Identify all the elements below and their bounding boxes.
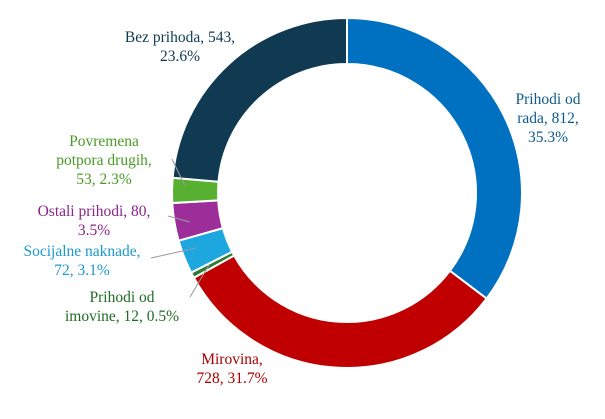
data-label-ostali-prihodi: Ostali prihodi, 80, 3.5%	[38, 203, 151, 239]
leader-line-prihodi-od-imovine	[189, 264, 210, 298]
data-label-line: imovine, 12, 0.5%	[65, 308, 179, 325]
data-label-line: Prihodi od	[89, 289, 154, 306]
leader-line-povremena-potpora-drugih	[171, 158, 186, 187]
data-label-line: Socijalne naknade,	[23, 243, 140, 260]
data-label-line: 23.6%	[160, 48, 200, 65]
data-label-mirovina: Mirovina, 728, 31.7%	[196, 351, 267, 387]
data-label-line: 53, 2.3%	[76, 171, 132, 188]
data-label-line: Povremena	[69, 133, 139, 150]
leader-line-ostali-prihodi	[167, 215, 191, 223]
data-label-line: 728, 31.7%	[196, 370, 267, 387]
data-label-line: 35.3%	[528, 129, 568, 146]
data-label-prihodi-od-rada: Prihodi od rada, 812, 35.3%	[515, 91, 580, 146]
data-label-line: potpora drugih,	[56, 152, 152, 169]
data-label-bez-prihoda: Bez prihoda, 543, 23.6%	[125, 29, 235, 65]
data-label-line: Prihodi od	[515, 91, 580, 108]
slice-bez-prihoda	[171, 16, 348, 183]
data-label-prihodi-od-imovine: Prihodi od imovine, 12, 0.5%	[65, 289, 179, 325]
data-label-povremena-potpora-drugih: Povremena potpora drugih, 53, 2.3%	[56, 133, 152, 188]
data-label-line: Ostali prihodi, 80,	[38, 203, 151, 220]
data-label-line: rada, 812,	[517, 110, 579, 127]
data-label-line: Bez prihoda, 543,	[125, 29, 235, 46]
data-label-line: 3.5%	[78, 222, 110, 239]
data-label-line: 72, 3.1%	[54, 262, 110, 279]
data-label-line: Mirovina,	[201, 351, 263, 368]
data-label-socijalne-naknade: Socijalne naknade, 72, 3.1%	[23, 243, 140, 279]
slice-prihodi-od-rada	[346, 16, 523, 300]
leader-line-socijalne-naknade	[150, 247, 197, 259]
